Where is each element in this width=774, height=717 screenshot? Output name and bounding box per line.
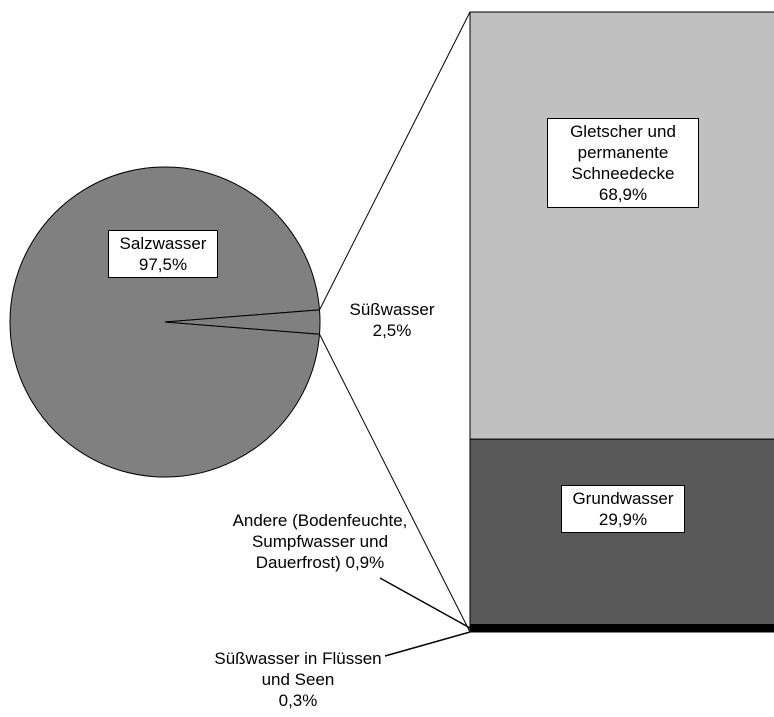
category-label: Salzwasser [119,234,207,253]
category-label: Grundwasser [572,489,674,508]
data-label: Gletscher und permanente Schneedecke 68,9… [547,118,699,208]
data-label: Andere (Bodenfeuchte, Sumpfwasser und Da… [230,510,410,573]
bar-segment [469,624,774,631]
data-label: Süßwasser 2,5% [332,299,452,341]
connector [319,11,471,311]
data-label: Salzwasser 97,5% [108,230,218,278]
data-label: Grundwasser 29,9% [561,485,685,533]
data-label: Süßwasser in Flüssen und Seen 0,3% [208,648,388,711]
category-label: Süßwasser [349,300,435,319]
value-label: 0,3% [278,691,318,710]
value-label: 97,5% [138,255,188,274]
value-label: 0,9% [345,553,385,572]
pie-slice [164,309,321,335]
bar-segment [469,629,774,633]
leader-line [379,577,471,629]
value-label: 68,9% [598,185,648,204]
value-label: 29,9% [598,510,648,529]
connector [319,333,471,633]
pie-slice [9,166,321,478]
category-label: Gletscher und permanente Schneedecke [570,122,676,183]
category-label: Andere (Bodenfeuchte, Sumpfwasser und Da… [232,511,408,572]
category-label: Süßwasser in Flüssen und Seen [214,649,382,689]
leader-line [384,631,471,657]
bar-segment [469,11,774,440]
value-label: 2,5% [372,321,412,340]
